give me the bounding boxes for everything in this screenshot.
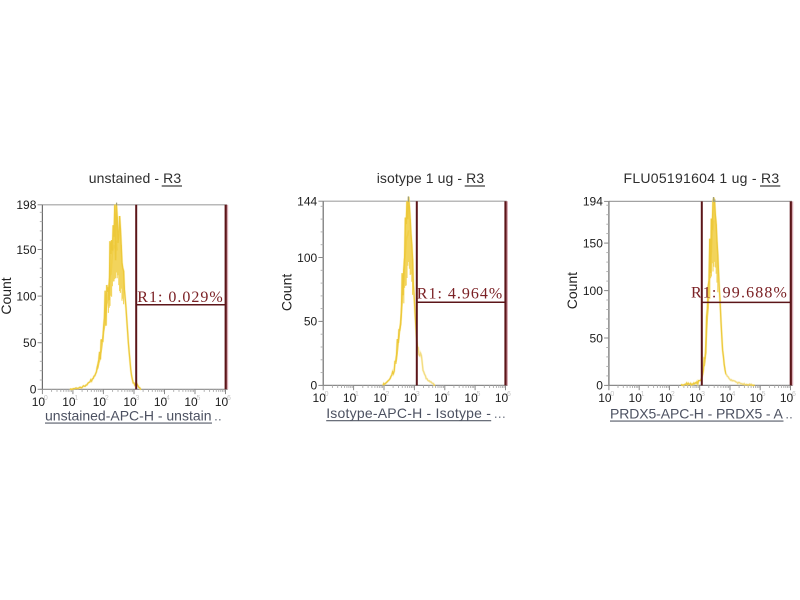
svg-text:10: 10 xyxy=(495,391,509,405)
svg-text:R1: 99.688%: R1: 99.688% xyxy=(691,285,788,302)
svg-text:10: 10 xyxy=(464,391,478,405)
svg-text:0: 0 xyxy=(325,391,329,398)
svg-text:10: 10 xyxy=(780,391,794,405)
svg-text:unstained - R3: unstained - R3 xyxy=(89,170,182,186)
svg-text:1: 1 xyxy=(74,395,78,402)
svg-text:50: 50 xyxy=(590,331,604,345)
svg-text:10: 10 xyxy=(719,391,733,405)
svg-text:unstained-APC-H - unstain..: unstained-APC-H - unstain.. xyxy=(45,408,222,424)
svg-text:10: 10 xyxy=(93,395,107,409)
svg-text:2: 2 xyxy=(105,395,109,402)
svg-text:10: 10 xyxy=(313,391,327,405)
svg-text:2: 2 xyxy=(385,391,389,398)
svg-text:144: 144 xyxy=(297,195,317,209)
svg-text:4: 4 xyxy=(731,391,735,398)
svg-text:isotype 1 ug - R3: isotype 1 ug - R3 xyxy=(377,170,485,186)
svg-text:10: 10 xyxy=(598,391,612,405)
svg-text:3: 3 xyxy=(416,391,420,398)
svg-text:150: 150 xyxy=(16,243,36,257)
svg-text:1: 1 xyxy=(641,391,645,398)
svg-text:10: 10 xyxy=(343,391,357,405)
svg-text:Isotype-APC-H - Isotype -...: Isotype-APC-H - Isotype -... xyxy=(326,405,506,421)
svg-text:1: 1 xyxy=(355,391,359,398)
svg-text:4: 4 xyxy=(446,391,450,398)
svg-text:Count: Count xyxy=(0,277,14,314)
svg-text:5: 5 xyxy=(762,391,766,398)
svg-text:10: 10 xyxy=(62,395,76,409)
svg-text:PRDX5-APC-H - PRDX5 - A..: PRDX5-APC-H - PRDX5 - A.. xyxy=(610,406,793,422)
svg-text:10: 10 xyxy=(434,391,448,405)
svg-text:6: 6 xyxy=(792,391,796,398)
svg-text:194: 194 xyxy=(583,195,603,209)
svg-text:198: 198 xyxy=(16,198,36,212)
svg-text:Count: Count xyxy=(279,274,295,311)
svg-text:Count: Count xyxy=(564,272,580,309)
svg-text:0: 0 xyxy=(610,391,614,398)
svg-text:5: 5 xyxy=(477,391,481,398)
svg-text:5: 5 xyxy=(196,395,200,402)
svg-text:10: 10 xyxy=(32,395,46,409)
svg-text:10: 10 xyxy=(659,391,673,405)
svg-text:50: 50 xyxy=(23,336,37,350)
svg-text:10: 10 xyxy=(750,391,764,405)
svg-text:150: 150 xyxy=(583,236,603,250)
svg-text:4: 4 xyxy=(166,395,170,402)
svg-text:0: 0 xyxy=(311,379,318,393)
svg-text:6: 6 xyxy=(507,391,511,398)
svg-text:0: 0 xyxy=(596,379,603,393)
svg-text:R1: 4.964%: R1: 4.964% xyxy=(417,286,503,303)
svg-text:10: 10 xyxy=(123,395,137,409)
svg-text:0: 0 xyxy=(30,383,37,397)
svg-text:6: 6 xyxy=(227,395,231,402)
svg-text:0: 0 xyxy=(44,395,48,402)
svg-text:2: 2 xyxy=(671,391,675,398)
svg-text:10: 10 xyxy=(689,391,703,405)
svg-text:10: 10 xyxy=(629,391,643,405)
svg-text:50: 50 xyxy=(304,315,318,329)
svg-text:10: 10 xyxy=(184,395,198,409)
svg-text:100: 100 xyxy=(16,289,36,303)
svg-text:FLU05191604 1 ug - R3: FLU05191604 1 ug - R3 xyxy=(624,170,780,186)
svg-text:100: 100 xyxy=(583,284,603,298)
svg-text:3: 3 xyxy=(135,395,139,402)
svg-text:10: 10 xyxy=(154,395,168,409)
svg-text:3: 3 xyxy=(701,391,705,398)
svg-text:10: 10 xyxy=(215,395,229,409)
svg-text:100: 100 xyxy=(297,251,317,265)
svg-text:R1: 0.029%: R1: 0.029% xyxy=(137,289,223,306)
svg-text:10: 10 xyxy=(373,391,387,405)
svg-text:10: 10 xyxy=(404,391,418,405)
